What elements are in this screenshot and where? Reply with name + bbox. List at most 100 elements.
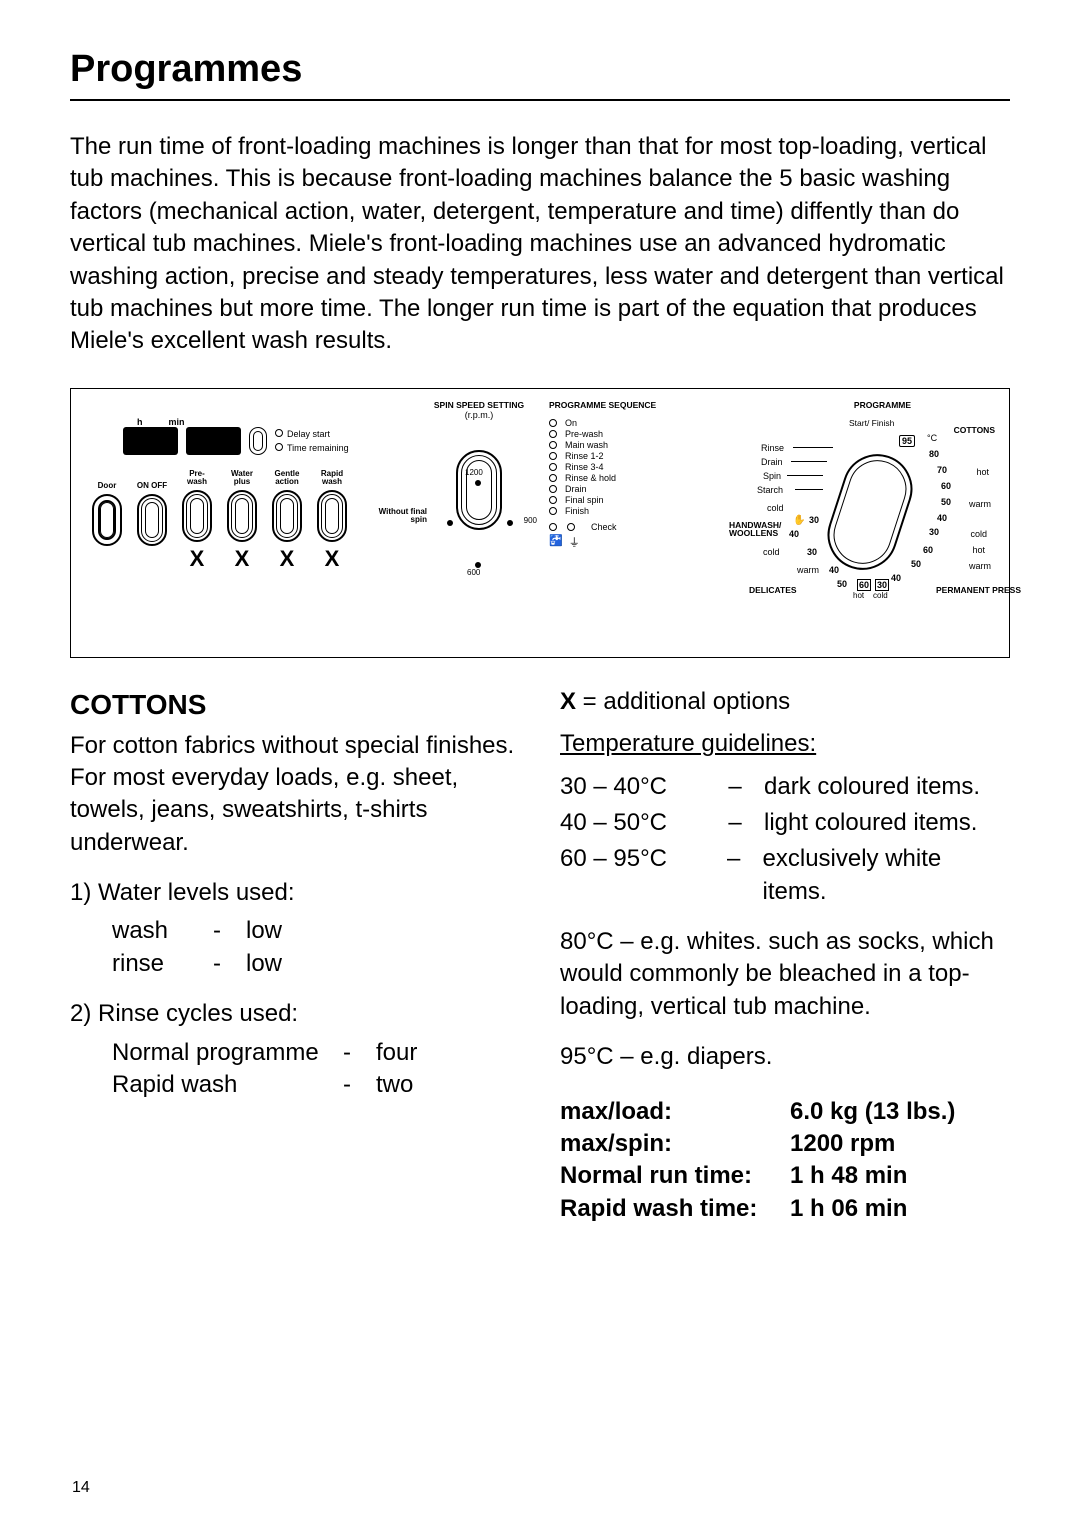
label-delicates: DELICATES xyxy=(749,585,797,595)
programme-dial: Start/ Finish COTTONS 95 °C 80 70 hot 60… xyxy=(777,427,967,587)
sequence-heading: PROGRAMME SEQUENCE xyxy=(549,401,674,410)
line-icon xyxy=(787,475,823,476)
x-mark: X xyxy=(325,546,340,572)
temp-40: 40 xyxy=(937,513,947,523)
display-h xyxy=(123,427,178,455)
x-mark: X xyxy=(235,546,250,572)
line-icon xyxy=(795,489,823,490)
label-1200: 1200 xyxy=(465,468,483,477)
spec-rapid-val: 1 h 06 min xyxy=(790,1193,907,1225)
led-delay-icon xyxy=(275,429,283,437)
g2-temp: 40 – 50°C xyxy=(560,807,720,839)
line-icon xyxy=(793,447,833,448)
water-levels-heading: 1) Water levels used: xyxy=(70,877,520,909)
page-title: Programmes xyxy=(70,48,1010,101)
g1-temp: 30 – 40°C xyxy=(560,771,720,803)
x-mark: X xyxy=(280,546,295,572)
label-handwash: HANDWASH/ WOOLLENS xyxy=(729,521,787,538)
knob-label-door: Door xyxy=(98,471,117,491)
label-cold: cold xyxy=(970,529,987,539)
seq-rinse34: Rinse 3-4 xyxy=(565,462,604,472)
led-icon xyxy=(549,452,557,460)
wl-wash-val: low xyxy=(232,915,282,947)
knob-waterplus xyxy=(227,490,257,542)
x-symbol: X xyxy=(560,688,576,715)
wl-wash-key: wash xyxy=(112,915,202,947)
seq-mainwash: Main wash xyxy=(565,440,608,450)
seq-rinsehold: Rinse & hold xyxy=(565,473,616,483)
temp-60c: 60 xyxy=(857,579,871,591)
dot-icon xyxy=(475,562,481,568)
knob-prewash xyxy=(182,490,212,542)
temp-30b: 30 xyxy=(807,547,817,557)
label-delay-start: Delay start xyxy=(287,429,330,439)
temp-60: 60 xyxy=(941,481,951,491)
label-cold2: cold xyxy=(763,547,780,557)
label-warm3: warm xyxy=(797,565,819,575)
led-icon xyxy=(549,523,557,531)
label-cold4: cold xyxy=(767,503,784,513)
control-panel-diagram: h min Delay start Time remaining Door ON… xyxy=(70,388,1010,658)
led-icon xyxy=(549,507,557,515)
knob-label-gentle: Gentle action xyxy=(269,467,305,487)
label-drain: Drain xyxy=(761,457,783,467)
knob-label-rapid: Rapid wash xyxy=(314,467,350,487)
cottons-heading: COTTONS xyxy=(70,686,520,724)
label-degc: °C xyxy=(927,433,937,443)
label-warm: warm xyxy=(969,499,991,509)
label-time-remaining: Time remaining xyxy=(287,443,349,453)
tap-icon: 🚰 xyxy=(549,534,563,550)
spec-rapid-key: Rapid wash time: xyxy=(560,1193,790,1225)
temp-30hw: 30 xyxy=(809,515,819,525)
g3-temp: 60 – 95°C xyxy=(560,843,719,908)
led-icon xyxy=(549,463,557,471)
dot-icon xyxy=(475,480,481,486)
temp-95: 95 xyxy=(899,435,915,447)
label-spin: Spin xyxy=(763,471,781,481)
temp-80: 80 xyxy=(929,449,939,459)
spin-dial xyxy=(456,450,502,530)
spec-normrun-key: Normal run time: xyxy=(560,1160,790,1192)
led-icon xyxy=(567,523,575,531)
label-warm2: warm xyxy=(969,561,991,571)
seq-on: On xyxy=(565,418,577,428)
temp-50c: 50 xyxy=(837,579,847,589)
programme-heading: PROGRAMME xyxy=(774,401,991,410)
temp-60b: 60 xyxy=(923,545,933,555)
label-permpress: PERMANENT PRESS xyxy=(936,585,1021,595)
label-hot2: hot xyxy=(972,545,985,555)
rc-rapid-val: two xyxy=(362,1069,413,1101)
led-icon xyxy=(549,496,557,504)
programme-knob-icon xyxy=(818,445,921,579)
wl-rinse-key: rinse xyxy=(112,948,202,980)
led-icon xyxy=(549,419,557,427)
spec-maxload-val: 6.0 kg (13 lbs.) xyxy=(790,1096,955,1128)
label-h: h xyxy=(137,417,143,427)
led-icon xyxy=(549,441,557,449)
label-starch: Starch xyxy=(757,485,783,495)
knob-label-waterplus: Water plus xyxy=(224,467,260,487)
specs-block: max/load:6.0 kg (13 lbs.) max/spin:1200 … xyxy=(560,1096,1010,1226)
temp-30d: 30 xyxy=(875,579,889,591)
intro-paragraph: The run time of front-loading machines i… xyxy=(70,131,1010,358)
seq-drain: Drain xyxy=(565,484,587,494)
seq-finalspin: Final spin xyxy=(565,495,604,505)
led-icon xyxy=(549,430,557,438)
dot-icon xyxy=(507,520,513,526)
label-rinse: Rinse xyxy=(761,443,784,453)
knob-gentle xyxy=(272,490,302,542)
line-icon xyxy=(791,461,827,462)
label-hot3: hot xyxy=(853,591,864,600)
spec-maxspin-key: max/spin: xyxy=(560,1128,790,1160)
seq-finish: Finish xyxy=(565,506,589,516)
label-min: min xyxy=(169,417,185,427)
left-column: COTTONS For cotton fabrics without speci… xyxy=(70,686,520,1225)
seq-rinse12: Rinse 1-2 xyxy=(565,451,604,461)
label-cottons-dial: COTTONS xyxy=(954,425,995,435)
temp-40c: 40 xyxy=(891,573,901,583)
rc-normal-val: four xyxy=(362,1037,417,1069)
temperature-guidelines-heading: Temperature guidelines: xyxy=(560,728,1010,760)
temp-50b: 50 xyxy=(911,559,921,569)
note-80c: 80°C – e.g. whites. such as socks, which… xyxy=(560,926,1010,1023)
note-95c: 95°C – e.g. diapers. xyxy=(560,1041,1010,1073)
